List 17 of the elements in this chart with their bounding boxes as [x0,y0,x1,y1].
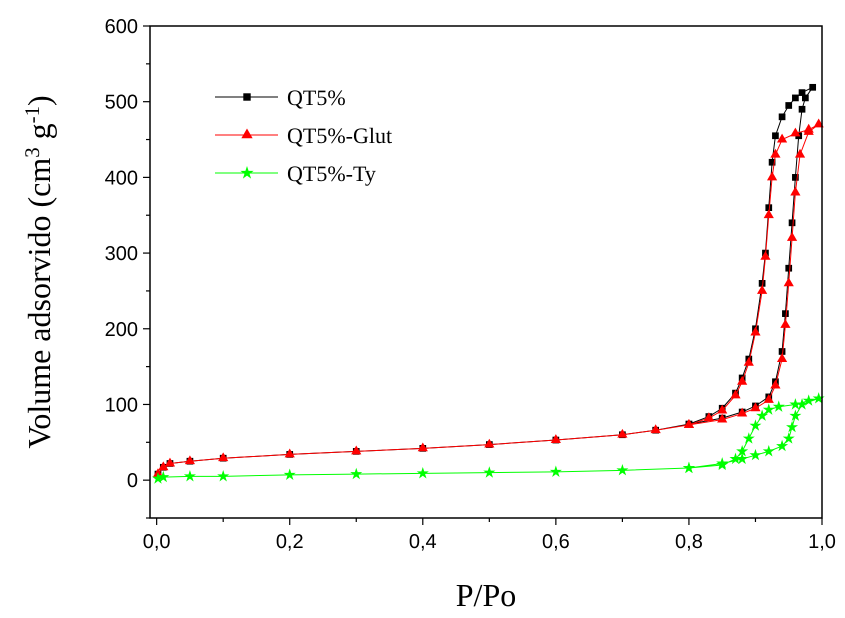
x-tick-label: 0,4 [408,531,437,553]
legend-label: QT5% [287,85,346,110]
y-tick-label: 500 [104,92,138,114]
y-tick-label: 600 [104,16,138,38]
legend-label: QT5%-Glut [287,123,392,148]
x-tick-label: 0,0 [142,531,171,553]
x-tick-label: 0,2 [276,531,304,553]
y-tick-label: 0 [126,470,138,492]
y-tick-label: 200 [104,318,138,341]
x-tick-label: 0,6 [542,531,570,553]
y-tick-label: 400 [104,167,138,190]
y-tick-label: 100 [104,394,138,416]
legend-label: QT5%-Ty [287,161,376,186]
x-tick-label: 1,0 [808,531,836,553]
x-axis-title: P/Po [456,577,516,613]
y-tick-label: 300 [104,243,138,266]
x-tick-label: 0,8 [675,531,703,553]
